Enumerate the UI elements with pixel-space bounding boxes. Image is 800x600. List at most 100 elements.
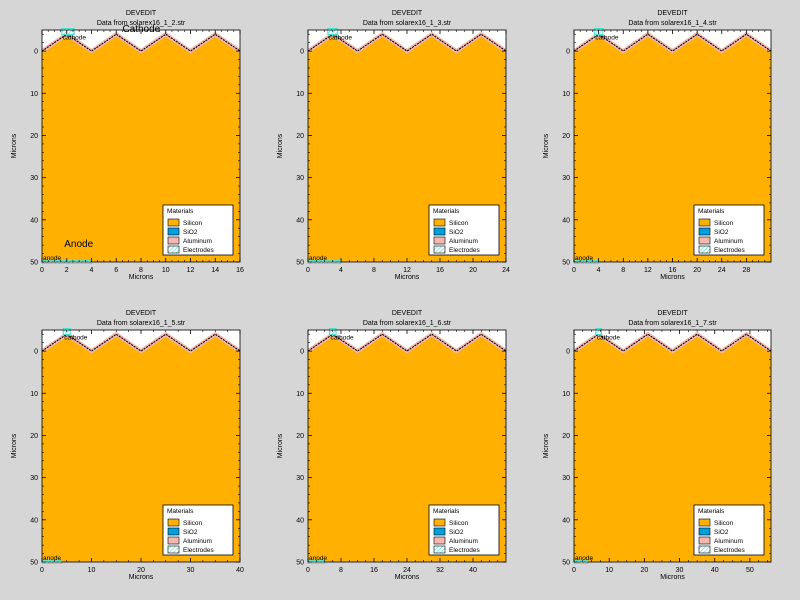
x-axis-label: Microns bbox=[395, 274, 420, 281]
y-tick-label: 50 bbox=[30, 560, 38, 567]
surface-outline bbox=[41, 333, 241, 352]
y-tick-label: 50 bbox=[296, 260, 304, 267]
legend-item-label: SiO2 bbox=[449, 229, 464, 236]
y-tick-label: 10 bbox=[30, 391, 38, 398]
chart-title: DEVEDIT bbox=[392, 10, 423, 17]
legend-item-label: Silicon bbox=[714, 220, 734, 227]
legend-item-label: Electrodes bbox=[449, 247, 480, 254]
x-tick-label: 30 bbox=[187, 567, 195, 574]
x-tick-label: 12 bbox=[187, 267, 195, 274]
plot-frame bbox=[573, 329, 772, 563]
x-tick-label: 0 bbox=[572, 267, 576, 274]
anode-electrode-label: anode bbox=[309, 255, 327, 262]
y-tick-label: 30 bbox=[296, 475, 304, 482]
cathode-electrode bbox=[61, 28, 75, 36]
legend-item-label: Silicon bbox=[183, 220, 203, 227]
cathode-electrode-label: cathode bbox=[595, 35, 619, 42]
legend-title: Materials bbox=[433, 508, 460, 515]
aluminum-swatch bbox=[698, 536, 711, 545]
x-axis-label: Microns bbox=[129, 574, 154, 581]
materials-legend: Materials Silicon SiO2 Aluminum Electrodes bbox=[693, 204, 765, 256]
x-tick-label: 20 bbox=[137, 567, 145, 574]
sio2-swatch bbox=[167, 227, 180, 236]
cathode-electrode-label: cathode bbox=[63, 35, 87, 42]
y-axis-label: Microns bbox=[277, 133, 284, 158]
legend-title: Materials bbox=[433, 208, 460, 215]
legend-item-label: SiO2 bbox=[183, 229, 198, 236]
chart-panel-4: DEVEDIT Data from solarex16_1_5.strcathod… bbox=[11, 310, 244, 581]
anode-electrode-label: anode bbox=[43, 255, 61, 262]
chart-title: DEVEDIT bbox=[126, 10, 157, 17]
x-tick-label: 16 bbox=[669, 267, 677, 274]
cathode-electrode-label: cathode bbox=[330, 335, 354, 342]
legend-item-label: Electrodes bbox=[183, 547, 214, 554]
silicon-swatch bbox=[167, 218, 180, 227]
legend-item-label: Electrodes bbox=[714, 547, 745, 554]
chart-panel-5: DEVEDIT Data from solarex16_1_6.strcathod… bbox=[277, 310, 508, 581]
x-axis-label: Microns bbox=[660, 274, 685, 281]
chart-subtitle: Data from solarex16_1_4.str bbox=[628, 20, 717, 27]
x-tick-label: 24 bbox=[502, 267, 510, 274]
legend-item-label: Aluminum bbox=[183, 238, 212, 245]
legend-item-label: Electrodes bbox=[449, 547, 480, 554]
electrodes-swatch bbox=[167, 545, 180, 554]
x-tick-label: 4 bbox=[597, 267, 601, 274]
cathode-electrode-label: cathode bbox=[597, 335, 621, 342]
chart-panel-2: DEVEDIT Data from solarex16_1_3.strcathod… bbox=[277, 10, 510, 281]
x-tick-label: 14 bbox=[211, 267, 219, 274]
sio2-swatch bbox=[698, 527, 711, 536]
y-tick-label: 20 bbox=[562, 433, 570, 440]
x-tick-label: 20 bbox=[469, 267, 477, 274]
chart-title: DEVEDIT bbox=[657, 10, 688, 17]
x-tick-label: 28 bbox=[742, 267, 750, 274]
legend-title: Materials bbox=[698, 208, 725, 215]
legend-item-label: SiO2 bbox=[714, 529, 729, 536]
y-tick-label: 40 bbox=[30, 517, 38, 524]
legend-item-label: Aluminum bbox=[449, 238, 478, 245]
legend-item-label: Silicon bbox=[449, 220, 469, 227]
y-axis-label: Microns bbox=[277, 433, 284, 458]
legend-item-label: Silicon bbox=[714, 520, 734, 527]
y-tick-label: 0 bbox=[300, 49, 304, 56]
surface-outline bbox=[573, 333, 772, 352]
y-tick-label: 0 bbox=[566, 49, 570, 56]
aluminum-swatch bbox=[167, 236, 180, 245]
y-axis-label: Microns bbox=[543, 433, 550, 458]
y-axis-label: Microns bbox=[11, 133, 18, 158]
x-tick-label: 40 bbox=[236, 567, 244, 574]
surface-outline bbox=[307, 333, 507, 352]
legend-title: Materials bbox=[167, 508, 194, 515]
aluminum-swatch bbox=[433, 236, 446, 245]
x-tick-label: 0 bbox=[572, 567, 576, 574]
electrodes-swatch bbox=[433, 545, 446, 554]
electrodes-swatch bbox=[698, 545, 711, 554]
surface-outline bbox=[307, 33, 507, 52]
chart-panel-1: DEVEDIT Data from solarex16_1_2.strcathod… bbox=[11, 10, 244, 281]
x-tick-label: 10 bbox=[605, 567, 613, 574]
y-tick-label: 20 bbox=[30, 133, 38, 140]
surface-outline bbox=[573, 33, 772, 52]
surface-outline bbox=[41, 33, 241, 52]
sio2-swatch bbox=[433, 527, 446, 536]
x-tick-label: 16 bbox=[236, 267, 244, 274]
y-tick-label: 10 bbox=[296, 91, 304, 98]
sio2-swatch bbox=[167, 527, 180, 536]
cathode-electrode bbox=[595, 328, 602, 336]
legend-title: Materials bbox=[167, 208, 194, 215]
y-tick-label: 0 bbox=[34, 349, 38, 356]
y-tick-label: 40 bbox=[296, 217, 304, 224]
materials-legend: Materials Silicon SiO2 Aluminum Electrodes bbox=[162, 504, 234, 556]
y-tick-label: 20 bbox=[296, 433, 304, 440]
x-tick-label: 10 bbox=[88, 567, 96, 574]
x-axis-label: Microns bbox=[395, 574, 420, 581]
x-tick-label: 24 bbox=[403, 567, 411, 574]
y-axis-label: Microns bbox=[543, 133, 550, 158]
x-tick-label: 8 bbox=[372, 267, 376, 274]
legend-item-label: Aluminum bbox=[183, 538, 212, 545]
y-tick-label: 40 bbox=[562, 217, 570, 224]
chart-title: DEVEDIT bbox=[126, 310, 157, 317]
legend-item-label: Aluminum bbox=[714, 238, 743, 245]
silicon-swatch bbox=[167, 518, 180, 527]
